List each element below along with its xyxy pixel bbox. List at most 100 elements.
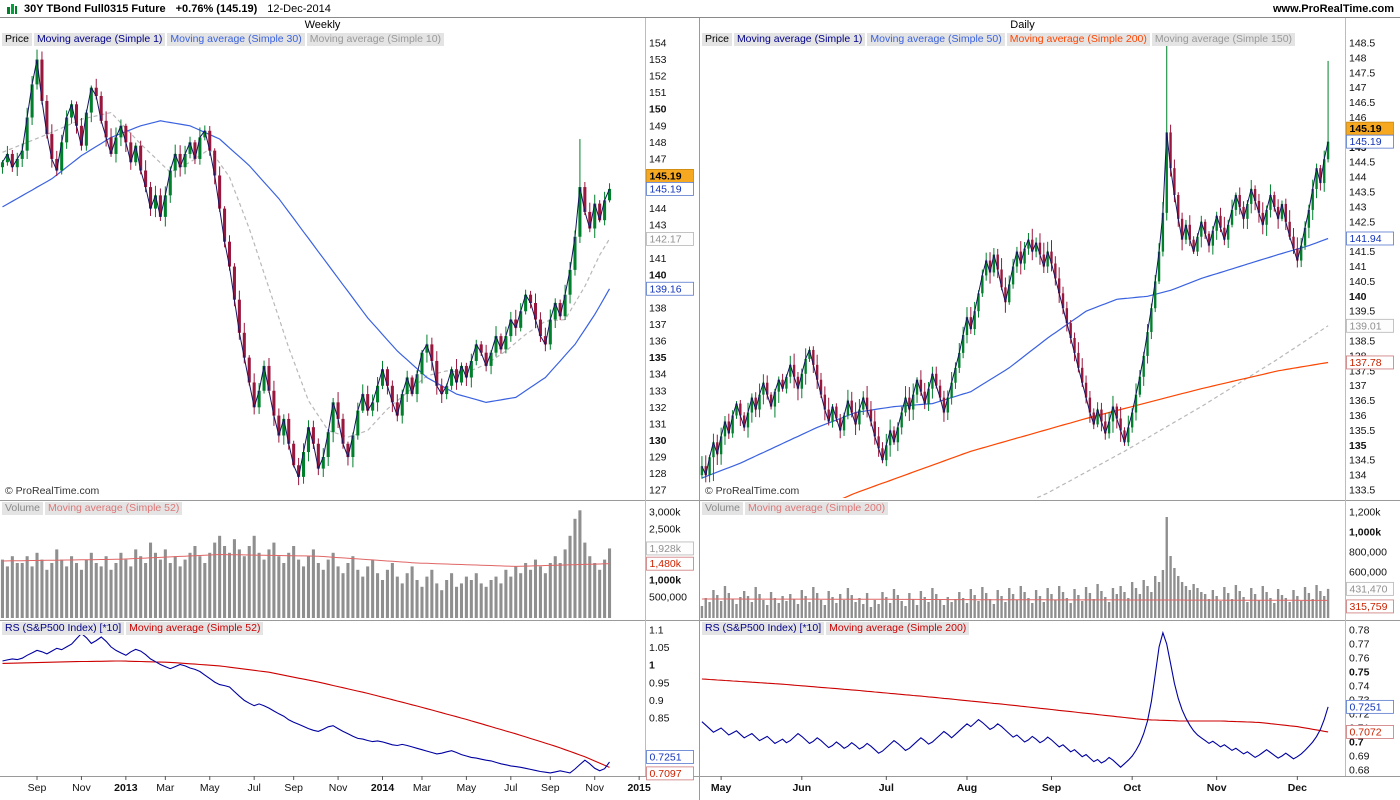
header-bar: 30Y TBond Full0315 Future +0.76% (145.19… — [0, 0, 1400, 18]
x-axis-label: May — [711, 782, 732, 794]
axis-badge-label: 137.78 — [1350, 357, 1382, 369]
legend-item[interactable]: Moving average (Simple 30) — [167, 33, 305, 46]
daily-chart-canvas[interactable]: 133.5134134.5135135.5136136.5137137.5138… — [700, 18, 1400, 800]
x-axis-label: Nov — [329, 782, 348, 794]
axis-label: 130 — [649, 435, 667, 447]
axis-label: 135 — [649, 352, 667, 364]
weekly-panel[interactable]: Weekly 127 128 129 130 131 132 133 134 135 136 137… — [0, 18, 700, 800]
x-axis-label: Jul — [247, 782, 260, 794]
quote-date: 12-Dec-2014 — [267, 2, 331, 15]
x-axis-label: Sep — [541, 782, 560, 794]
legend-item[interactable]: Volume — [702, 502, 744, 515]
legend-item[interactable]: Moving average (Simple 52) — [126, 622, 264, 635]
x-axis-label: Jul — [879, 782, 894, 794]
axis-label: 800,000 — [1349, 547, 1387, 559]
x-axis-label: Oct — [1123, 782, 1141, 794]
axis-label: 147.5 — [1349, 67, 1375, 79]
copyright-watermark: © ProRealTime.com — [5, 485, 100, 497]
close-line — [701, 132, 1329, 477]
legend-item[interactable]: Moving average (Simple 1) — [733, 33, 866, 46]
axis-badge — [1346, 725, 1394, 739]
axis-badge — [1346, 581, 1394, 596]
legend-item[interactable]: RS (S&P500 Index) [*10] — [2, 622, 125, 635]
legend-item[interactable]: Price — [702, 33, 732, 46]
volume-plot[interactable] — [0, 510, 612, 618]
ma-line — [1034, 325, 1329, 498]
axis-badge — [1346, 699, 1394, 714]
legend-item[interactable]: Moving average (Simple 200) — [826, 622, 970, 635]
legend-item[interactable]: Volume — [2, 502, 44, 515]
legend-item[interactable]: Moving average (Simple 150) — [1151, 33, 1296, 46]
x-axis-label: 2013 — [114, 782, 138, 794]
legend-item[interactable]: Moving average (Simple 50) — [867, 33, 1005, 46]
legend-item[interactable]: Moving average (Simple 10) — [306, 33, 445, 46]
legend-item[interactable]: Moving average (Simple 200) — [745, 502, 889, 515]
volume-plot[interactable] — [700, 517, 1330, 618]
axis-badge — [1346, 318, 1394, 333]
x-axis-label: May — [456, 782, 477, 794]
rs-plot[interactable] — [701, 630, 1329, 768]
ma-line — [2, 111, 611, 438]
axis-label: 0.76 — [1349, 653, 1370, 665]
axis-label: 136.5 — [1349, 395, 1375, 407]
axis-badge-label: 142.17 — [650, 233, 682, 245]
axis-label: 150 — [649, 104, 667, 116]
x-axis-label: Jun — [792, 782, 811, 794]
legend-item[interactable]: RS (S&P500 Index) [*10] — [702, 622, 825, 635]
axis-label: 138 — [649, 302, 667, 314]
x-axis-label: 2015 — [627, 782, 651, 794]
axis-label: 0.68 — [1349, 765, 1370, 777]
axis-label: 151 — [649, 87, 667, 99]
axis-label: 0.78 — [1349, 625, 1370, 637]
ma-line — [2, 120, 611, 404]
axis-badge — [646, 556, 694, 571]
site-link[interactable]: www.ProRealTime.com — [1272, 2, 1394, 15]
daily-panel[interactable]: Daily 133.5 134 134.5 135 135.5 136 136.5 137 13… — [700, 18, 1400, 800]
close-line — [2, 59, 610, 479]
rs-ma-line — [2, 660, 610, 768]
axis-label: 0.7 — [1349, 737, 1364, 749]
price-plot[interactable] — [700, 44, 1330, 639]
axis-badge — [646, 766, 694, 781]
rs-legend: RS (S&P500 Index) [*10] Moving average (S… — [702, 622, 970, 635]
legend-item[interactable]: Moving average (Simple 52) — [45, 502, 183, 515]
axis-badge-label: 1,480k — [650, 558, 682, 570]
axis-label: 0.95 — [649, 677, 670, 689]
price-change: +0.76% (145.19) — [175, 2, 258, 15]
legend-item[interactable]: Price — [2, 33, 32, 46]
weekly-chart-canvas[interactable]: 1271281291301311321331341351361371381391… — [0, 18, 700, 800]
axis-label: 148.5 — [1349, 38, 1375, 50]
axis-label: 133.5 — [1349, 485, 1375, 497]
axis-label: 2,500k — [649, 524, 681, 536]
x-axis-label: Mar — [413, 782, 432, 794]
rs-plot[interactable] — [2, 632, 610, 774]
axis-badge-label: 0.7097 — [650, 768, 682, 780]
price-legend: Price Moving average (Simple 1) Moving ave… — [2, 33, 445, 46]
axis-label: 143.5 — [1349, 187, 1375, 199]
axis-badge-label: 0.7072 — [1350, 726, 1382, 738]
axis-label: 0.69 — [1349, 751, 1370, 763]
axis-label: 136 — [1349, 410, 1367, 422]
volume-ma-line — [701, 598, 1329, 601]
axis-label: 143 — [649, 220, 667, 232]
rs-legend: RS (S&P500 Index) [*10] Moving average (S… — [2, 622, 264, 635]
axis-badge-label: 1,928k — [650, 543, 682, 555]
axis-label: 0.75 — [1349, 667, 1370, 679]
axis-label: 1 — [649, 660, 655, 672]
axis-badge — [1346, 134, 1394, 149]
axis-label: 141 — [649, 253, 667, 265]
axis-label: 147 — [649, 153, 667, 165]
axis-label: 152 — [649, 71, 667, 83]
legend-item[interactable]: Moving average (Simple 1) — [33, 33, 166, 46]
axis-label: 0.77 — [1349, 639, 1370, 651]
rs-line — [2, 632, 610, 774]
candlestick-icon — [7, 3, 17, 14]
axis-badge-label: 145.19 — [650, 170, 682, 182]
x-axis-label: Sep — [284, 782, 303, 794]
axis-label: 1.1 — [649, 625, 664, 637]
legend-item[interactable]: Moving average (Simple 200) — [1006, 33, 1150, 46]
axis-label: 1,000k — [1349, 527, 1381, 539]
price-plot[interactable] — [0, 49, 612, 486]
price-legend: Price Moving average (Simple 1) Moving ave… — [702, 33, 1296, 46]
axis-label: 143 — [1349, 201, 1367, 213]
